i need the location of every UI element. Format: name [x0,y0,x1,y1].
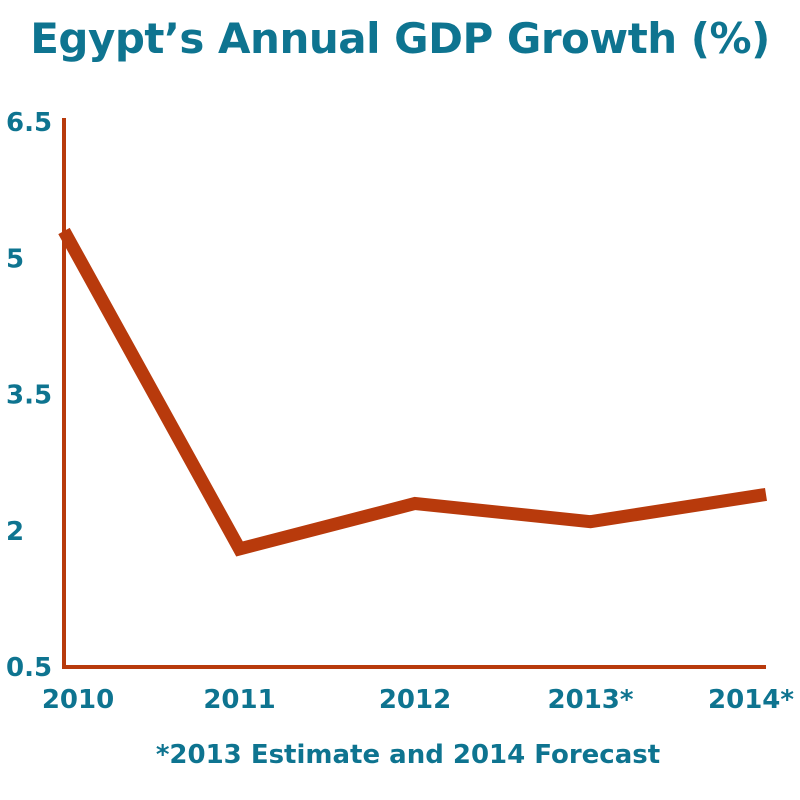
x-tick-label: 2014* [708,685,794,715]
y-tick-label: 2 [6,517,24,547]
y-axis-tick-labels: 6.5 5 3.5 2 0.5 [6,108,52,683]
y-tick-label: 6.5 [6,108,52,138]
x-tick-label: 2010 [42,685,114,715]
x-tick-label: 2012 [379,685,451,715]
x-tick-label: 2011 [203,685,275,715]
chart-footnote: *2013 Estimate and 2014 Forecast [155,740,661,770]
series-line-gdp-growth [58,227,767,557]
x-axis-tick-labels: 2010 2011 2012 2013* 2014* [42,685,795,715]
y-tick-label: 3.5 [6,381,52,411]
x-tick-label: 2013* [548,685,634,715]
y-tick-label: 5 [6,244,24,274]
chart-title: Egypt’s Annual GDP Growth (%) [30,14,770,63]
y-tick-label: 0.5 [6,653,52,683]
